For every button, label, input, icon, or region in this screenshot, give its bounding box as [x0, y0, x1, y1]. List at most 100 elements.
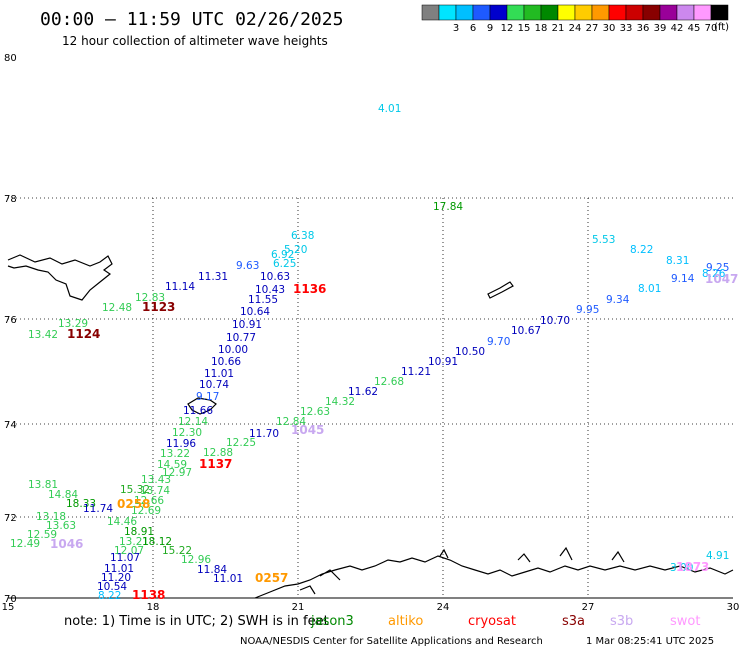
legend-swatch [574, 4, 593, 21]
wave-height-label: 6.92 [271, 249, 294, 261]
wave-height-label: 13.42 [28, 329, 58, 341]
wave-height-label: 15.32 [120, 484, 150, 496]
wave-height-label: 18.33 [66, 498, 96, 510]
pass-id-label: 1873 [676, 560, 709, 574]
legend-tick-label: 18 [535, 23, 548, 34]
wave-height-label: 11.20 [101, 572, 131, 584]
legend-swatch [676, 4, 695, 21]
y-tick-label: 80 [4, 53, 17, 64]
wave-height-label: 10.64 [240, 306, 270, 318]
wave-height-label: 6.25 [273, 258, 296, 270]
wave-height-label: 8.31 [666, 255, 689, 267]
wave-height-label: 10.43 [255, 284, 285, 296]
wave-height-label: 11.74 [83, 503, 113, 515]
wave-height-label: 12.63 [300, 406, 330, 418]
legend-tick-label: 27 [586, 23, 599, 34]
wave-height-label: 10.91 [428, 356, 458, 368]
legend-tick-label: 33 [620, 23, 633, 34]
legend-swatch [506, 4, 525, 21]
wave-height-label: 10.63 [260, 271, 290, 283]
pass-id-label: 0257 [255, 571, 288, 585]
wave-height-label: 18.12 [142, 536, 172, 548]
legend-tick-label: 70 [705, 23, 718, 34]
x-tick-label: 21 [292, 602, 305, 613]
legend-tick-label: 12 [501, 23, 514, 34]
pass-id-label: 1136 [293, 282, 326, 296]
pass-id-label: 1124 [67, 327, 100, 341]
coastline-small-island [487, 281, 514, 299]
wave-height-label: 15.22 [162, 545, 192, 557]
coastline [7, 254, 734, 599]
satellite-name: s3b [610, 614, 633, 629]
wave-height-label: 8.22 [630, 244, 653, 256]
pass-id-label: 0258 [117, 497, 150, 511]
legend-swatch [557, 4, 576, 21]
wave-height-label: 14.46 [107, 516, 137, 528]
wave-height-label: 9.63 [236, 260, 259, 272]
wave-height-label: 12.83 [135, 292, 165, 304]
wave-height-label: 12.68 [374, 376, 404, 388]
wave-height-label: 12.66 [134, 495, 164, 507]
color-scale-legend: 3 6 9 12 15 18 21 24 27 30 33 36 39 42 45 70 [421, 4, 729, 34]
wave-height-label: 5.53 [592, 234, 615, 246]
pass-id-label: 1123 [142, 300, 175, 314]
wave-height-label: 11.96 [166, 438, 196, 450]
footer-note: note: 1) Time is in UTC; 2) SWH is in fe… [64, 614, 329, 629]
y-tick-label: 72 [4, 513, 17, 524]
legend-tick-label: 39 [654, 23, 667, 34]
wave-height-label: 10.54 [97, 581, 127, 593]
satellite-name: s3a [562, 614, 585, 629]
legend-tick-label: 21 [552, 23, 565, 34]
footer-credit: NOAA/NESDIS Center for Satellite Applica… [240, 636, 543, 647]
legend-swatch [489, 4, 508, 21]
wave-height-label: 12.14 [178, 416, 208, 428]
pass-id-label: 1046 [50, 537, 83, 551]
wave-height-label: 13.81 [28, 479, 58, 491]
page-title: 00:00 – 11:59 UTC 02/26/2025 [40, 9, 343, 30]
wave-height-label: 11.62 [348, 386, 378, 398]
wave-height-label: 10.66 [211, 356, 241, 368]
wave-height-label: 13.18 [36, 511, 66, 523]
wave-height-label: 10.67 [511, 325, 541, 337]
legend-swatch [591, 4, 610, 21]
wave-height-label: 11.21 [401, 366, 431, 378]
wave-height-label: 3.00 [670, 562, 693, 574]
wave-height-label: 9.34 [606, 294, 630, 306]
wave-height-label: 14.59 [157, 459, 187, 471]
pass-id-label: 1047 [705, 272, 738, 286]
wave-height-label: 4.91 [706, 550, 729, 562]
wave-height-label: 13.74 [140, 485, 170, 497]
satellite-name: swot [670, 614, 700, 629]
legend-tick-label: 9 [487, 23, 493, 34]
x-tick-label: 27 [582, 602, 595, 613]
pass-id-label: 1137 [199, 457, 232, 471]
legend-swatch [710, 4, 729, 21]
wave-height-label: 9.17 [196, 391, 219, 403]
x-tick-label: 24 [437, 602, 450, 613]
legend-swatch [608, 4, 627, 21]
wave-height-label: 11.55 [248, 294, 278, 306]
page-subtitle: 12 hour collection of altimeter wave hei… [62, 34, 328, 48]
wave-height-label: 12.69 [131, 505, 161, 517]
wave-height-label: 11.31 [198, 271, 228, 283]
wave-height-label: 4.01 [378, 103, 401, 115]
legend-tick-label: 36 [637, 23, 650, 34]
footer-timestamp: 1 Mar 08:25:41 UTC 2025 [586, 636, 714, 647]
wave-height-label: 8.26 [702, 268, 726, 280]
wave-height-label: 10.50 [455, 346, 485, 358]
satellite-name: cryosat [468, 614, 516, 629]
wave-height-label: 18.91 [124, 526, 154, 538]
wave-height-label: 11.07 [110, 552, 140, 564]
wave-height-label: 11.01 [104, 563, 134, 575]
wave-height-label: 14.84 [48, 489, 78, 501]
y-tick-label: 74 [4, 420, 17, 431]
wave-height-label: 11.14 [165, 281, 195, 293]
legend-swatch [523, 4, 542, 21]
legend-swatch [472, 4, 491, 21]
wave-height-label: 10.91 [232, 319, 262, 331]
wave-height-label: 12.59 [27, 529, 57, 541]
legend-swatch [540, 4, 559, 21]
wave-height-label: 8.01 [638, 283, 661, 295]
coastline-northwest-landmass [7, 254, 113, 301]
wave-height-label: 11.66 [183, 405, 213, 417]
